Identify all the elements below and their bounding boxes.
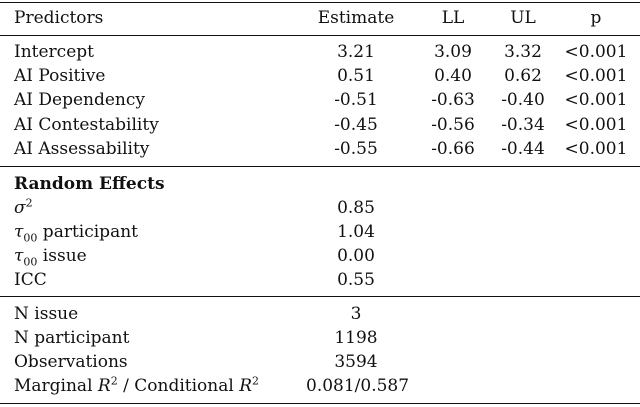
header-ul: UL bbox=[510, 8, 536, 28]
ul-value: 0.62 bbox=[504, 66, 542, 86]
tau-participant-label: τ00 participant bbox=[14, 222, 138, 245]
estimate-value: -0.45 bbox=[334, 115, 378, 135]
header-estimate: Estimate bbox=[317, 8, 395, 28]
table-row: N participant 1198 bbox=[0, 326, 640, 350]
header-predictors: Predictors bbox=[14, 8, 104, 28]
icc-label: ICC bbox=[14, 270, 47, 290]
table-row: AI Dependency -0.51 -0.63 -0.40 <0.001 bbox=[0, 88, 640, 112]
table-row: N issue 3 bbox=[0, 302, 640, 326]
ul-value: -0.40 bbox=[501, 90, 545, 110]
conditional-label: Conditional bbox=[134, 376, 240, 396]
ll-value: 3.09 bbox=[434, 42, 472, 62]
predictor-name: AI Positive bbox=[14, 66, 106, 86]
r-squared-label: Marginal R2 / Conditional R2 bbox=[14, 374, 260, 396]
table-row: τ00 issue 0.00 bbox=[0, 244, 640, 268]
ul-value: 3.32 bbox=[504, 42, 542, 62]
section-rule bbox=[0, 166, 640, 167]
observations-value: 3594 bbox=[334, 352, 378, 372]
predictor-name: AI Dependency bbox=[14, 90, 145, 110]
stats-rule bbox=[0, 296, 640, 297]
random-effects-heading: Random Effects bbox=[14, 174, 165, 194]
random-effects-heading-row: Random Effects bbox=[0, 172, 640, 196]
table-row: σ2 0.85 bbox=[0, 196, 640, 220]
p-value: <0.001 bbox=[564, 66, 628, 86]
header-ll: LL bbox=[441, 8, 465, 28]
n-issue-label: N issue bbox=[14, 304, 79, 324]
n-participant-label: N participant bbox=[14, 328, 130, 348]
table-row: Observations 3594 bbox=[0, 350, 640, 374]
estimate-value: 0.51 bbox=[337, 66, 375, 86]
header-row: Predictors Estimate LL UL p bbox=[0, 6, 640, 30]
estimate-value: -0.51 bbox=[334, 90, 378, 110]
icc-value: 0.55 bbox=[337, 270, 375, 290]
predictor-name: AI Contestability bbox=[14, 115, 159, 135]
tau-issue-value: 0.00 bbox=[337, 246, 375, 266]
tau-issue-text: issue bbox=[37, 246, 87, 266]
header-p: p bbox=[590, 8, 602, 28]
tau-participant-text: participant bbox=[37, 222, 138, 242]
table-row: Marginal R2 / Conditional R2 0.081/0.587 bbox=[0, 374, 640, 398]
sigma-squared-value: 0.85 bbox=[337, 198, 375, 218]
ll-value: -0.56 bbox=[431, 115, 475, 135]
n-participant-value: 1198 bbox=[334, 328, 378, 348]
ul-value: -0.34 bbox=[501, 115, 545, 135]
estimate-value: 3.21 bbox=[337, 42, 375, 62]
n-issue-value: 3 bbox=[350, 304, 362, 324]
marginal-label: Marginal bbox=[14, 376, 98, 396]
ll-value: 0.40 bbox=[434, 66, 472, 86]
r-squared-value: 0.081/0.587 bbox=[306, 376, 410, 396]
p-value: <0.001 bbox=[564, 42, 628, 62]
ll-value: -0.66 bbox=[431, 139, 475, 159]
estimate-value: -0.55 bbox=[334, 139, 378, 159]
p-value: <0.001 bbox=[564, 115, 628, 135]
ll-value: -0.63 bbox=[431, 90, 475, 110]
table-row: ICC 0.55 bbox=[0, 268, 640, 292]
sigma-squared-label: σ2 bbox=[14, 196, 33, 218]
table-row: τ00 participant 1.04 bbox=[0, 220, 640, 244]
predictor-name: Intercept bbox=[14, 42, 94, 62]
tau-issue-label: τ00 issue bbox=[14, 246, 87, 269]
table-row: AI Assessability -0.55 -0.66 -0.44 <0.00… bbox=[0, 137, 640, 161]
bottom-rule bbox=[0, 403, 640, 404]
ul-value: -0.44 bbox=[501, 139, 545, 159]
table-row: AI Positive 0.51 0.40 0.62 <0.001 bbox=[0, 64, 640, 88]
p-value: <0.001 bbox=[564, 139, 628, 159]
p-value: <0.001 bbox=[564, 90, 628, 110]
predictor-name: AI Assessability bbox=[14, 139, 150, 159]
table-row: AI Contestability -0.45 -0.56 -0.34 <0.0… bbox=[0, 113, 640, 137]
observations-label: Observations bbox=[14, 352, 128, 372]
header-rule bbox=[0, 35, 640, 36]
r-squared-separator: / bbox=[117, 376, 135, 396]
top-rule bbox=[0, 2, 640, 3]
tau-participant-value: 1.04 bbox=[337, 222, 375, 242]
table-row: Intercept 3.21 3.09 3.32 <0.001 bbox=[0, 40, 640, 64]
